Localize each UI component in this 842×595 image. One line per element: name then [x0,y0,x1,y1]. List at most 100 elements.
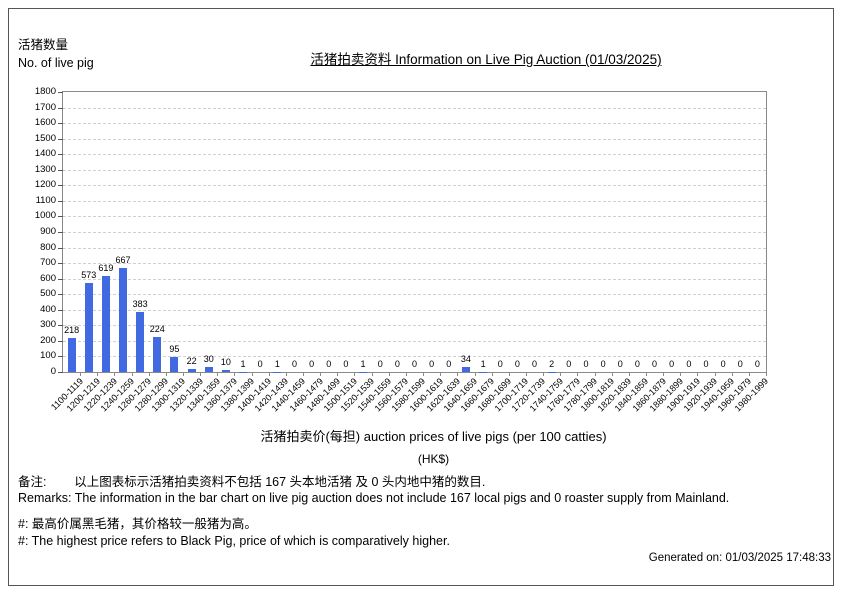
y-grid-line [63,325,766,327]
bar-value-label: 0 [737,359,743,369]
bar-value-label: 0 [309,359,315,369]
y-tick-mark [58,200,63,202]
y-tick-mark [58,185,63,187]
y-grid-line [63,340,766,342]
x-tick-mark [388,372,390,376]
y-tick-label: 1600 [34,117,56,129]
y-tick-mark [58,123,63,125]
x-tick-mark [663,372,665,376]
y-grid-line [63,154,766,156]
bar-value-label: 0 [514,359,520,369]
x-tick-mark [748,372,750,376]
y-tick-mark [58,232,63,233]
y-tick-mark [58,169,63,171]
plot-area: 0 100 200 300 400 500 600 700 800 900 1000 1100 1200… [35,86,771,414]
x-tick-mark [680,372,682,376]
y-tick-label: 300 [40,319,56,331]
y-grid-line [63,185,766,187]
y-tick-label: 0 [50,366,56,377]
bar-value-label: 0 [343,359,349,369]
y-tick-mark [58,340,63,342]
x-tick-mark [525,372,527,376]
y-tick-mark [58,92,63,93]
bar-value-label: 2 [549,358,555,369]
x-tick-mark [714,372,716,376]
x-tick-mark [697,372,699,376]
bar-value-label: 1 [360,358,366,369]
x-tick-mark [337,372,339,376]
y-tick-label: 200 [40,334,56,346]
x-tick-mark [285,372,287,376]
x-tick-mark [114,372,116,376]
x-tick-mark [80,372,82,376]
bar-value-label: 0 [754,359,760,369]
y-grid-line [63,123,766,125]
bar-value-label: 0 [703,359,709,369]
y-grid-line [63,200,766,202]
x-tick-mark [405,372,407,376]
y-tick-mark [58,154,63,156]
chart-title: 活猪拍卖资料 Information on Live Pig Auction (… [310,52,662,67]
y-grid-line [63,356,766,358]
bar [101,275,110,372]
bar-value-label: 0 [446,359,452,369]
x-tick-mark [731,372,733,376]
y-tick-label: 1000 [34,210,56,222]
x-axis-unit: (HK$) [417,452,450,466]
bar-value-label: 0 [617,359,623,369]
bar-value-label: 224 [149,324,165,335]
x-tick-mark [183,372,185,376]
generated-on-text: Generated on: 01/03/2025 17:48:33 [648,552,831,564]
bar-value-label: 218 [64,325,80,336]
bar-value-label: 573 [81,269,97,280]
x-tick-mark [200,372,202,376]
y-tick-label: 1300 [34,163,56,175]
y-grid-line [63,294,766,296]
bar [153,337,162,372]
bar-value-label: 30 [203,354,214,365]
bar-value-label: 0 [566,359,572,369]
bar-value-label: 619 [98,262,114,273]
y-grid-line [63,138,766,140]
bar [136,312,145,372]
y-tick-mark [58,278,63,280]
bar [84,282,93,372]
y-tick-label: 1100 [35,194,56,206]
y-grid-line [63,247,766,249]
bar-value-label: 667 [115,255,131,266]
y-grid-line [63,216,766,218]
y-tick-mark [58,107,63,109]
x-tick-mark [354,372,356,376]
x-axis-title: 活猪拍卖价(每担) auction prices of live pigs (p… [260,429,607,444]
x-tick-mark [611,372,613,376]
x-tick-mark [474,372,476,376]
bar [221,370,230,372]
y-tick-label: 400 [40,303,56,315]
y-tick-mark [58,263,63,265]
remark-black-pig-zh: #: 最高价属黑毛猪，其价格较一般猪为高。 [18,517,257,531]
y-tick-label: 1800 [34,86,56,97]
bar-value-label: 0 [429,359,435,369]
y-tick-label: 1200 [34,179,56,191]
bar [67,338,76,372]
bar-value-label: 1 [480,358,486,369]
x-tick-mark [491,372,493,376]
x-tick-mark [594,372,596,376]
x-tick-mark [457,372,459,376]
bar-value-label: 0 [394,359,400,369]
bar-value-label: 0 [720,359,726,369]
x-tick-mark [423,372,425,376]
x-tick-mark [217,372,219,376]
y-grid-line [63,107,766,109]
x-tick-mark [148,372,150,376]
y-grid-line [63,309,766,311]
x-tick-mark [165,372,167,376]
bar-value-label: 0 [686,359,692,369]
y-grid-line [63,263,766,265]
x-tick-mark [766,372,767,376]
y-tick-mark [58,309,63,311]
bar-value-label: 0 [257,359,263,369]
bar-value-label: 0 [326,359,332,369]
bar-value-label: 0 [583,359,589,369]
